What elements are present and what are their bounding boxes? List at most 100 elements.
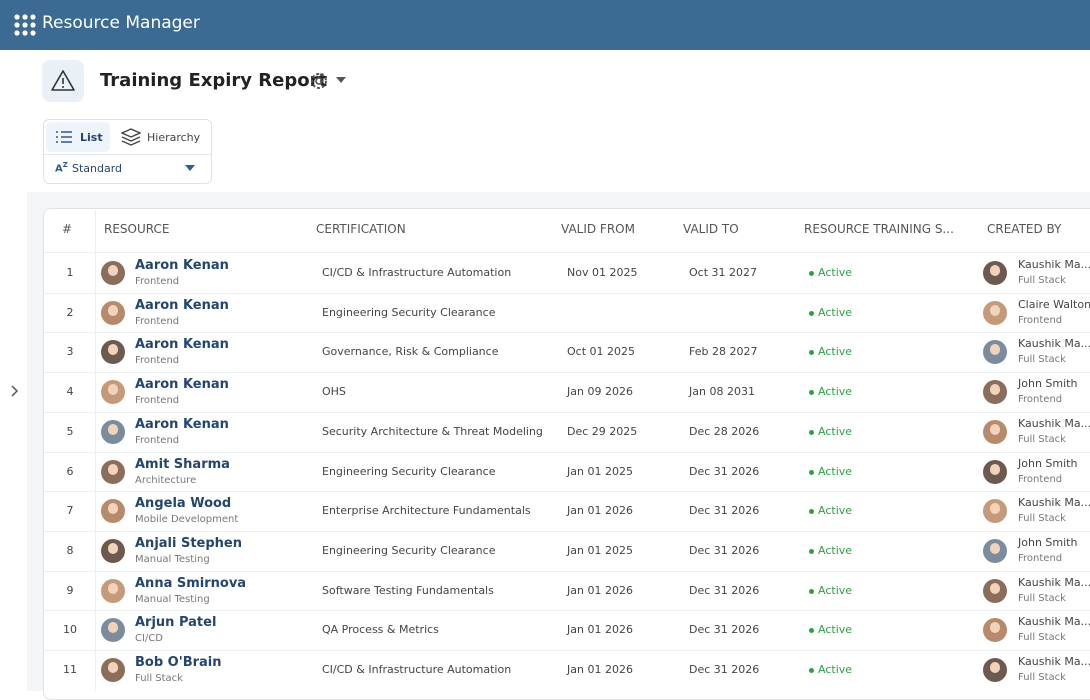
valid-from: Jan 01 2026 <box>567 504 633 518</box>
row-index: 8 <box>66 543 74 557</box>
resource-team: Full Stack <box>135 673 183 684</box>
resource-team: Architecture <box>135 474 197 486</box>
resource-name[interactable]: Aaron Kenan <box>135 337 229 353</box>
avatar <box>101 340 125 365</box>
avatar <box>101 499 125 524</box>
resource-name[interactable]: Bob O'Brain <box>135 655 222 670</box>
resource-name[interactable]: Aaron Kenan <box>135 297 229 313</box>
avatar <box>101 261 125 285</box>
report-title: Training Expiry Report <box>100 70 328 91</box>
tab-hierarchy[interactable]: Hierarchy <box>147 131 201 144</box>
resource-name[interactable]: Anjali Stephen <box>135 535 243 551</box>
avatar-face <box>108 344 118 356</box>
settings-menu[interactable] <box>308 70 350 92</box>
valid-to: Dec 31 2026 <box>689 583 760 597</box>
certification: CI/CD & Infrastructure Automation <box>322 663 512 676</box>
row-index: 1 <box>66 266 74 279</box>
resource-name[interactable]: Angela Wood <box>135 496 232 512</box>
avatar <box>983 340 1007 365</box>
avatar-face <box>990 503 1000 515</box>
sort-select[interactable]: Standard <box>72 162 123 175</box>
column-header[interactable]: CERTIFICATION <box>316 222 406 236</box>
avatar-face <box>108 503 118 515</box>
status: Active <box>818 305 853 319</box>
avatar <box>101 419 125 444</box>
expand-sidebar[interactable] <box>10 385 20 397</box>
avatar <box>983 380 1007 405</box>
created-by: Kaushik Ma... <box>1018 655 1090 668</box>
column-header[interactable]: VALID TO <box>683 222 739 236</box>
created-by-team: Full Stack <box>1018 275 1066 286</box>
avatar-face <box>990 265 1000 276</box>
status-dot <box>809 390 814 396</box>
resource-team: Frontend <box>135 395 180 407</box>
status: Active <box>818 543 853 557</box>
created-by: Kaushik Ma... <box>1018 258 1090 271</box>
avatar-face <box>990 463 1000 475</box>
sort-icon: AZ <box>55 161 68 175</box>
resource-name[interactable]: Aaron Kenan <box>135 377 229 393</box>
resource-name[interactable]: Amit Sharma <box>135 456 230 472</box>
app-title: Resource Manager <box>42 13 200 33</box>
avatar-face <box>990 622 1000 634</box>
row-divider <box>44 451 1090 453</box>
apps-icon[interactable] <box>14 14 36 36</box>
resource-team: Frontend <box>135 355 180 367</box>
avatar <box>101 300 125 325</box>
valid-from: Oct 01 2025 <box>567 345 636 359</box>
status: Active <box>818 623 853 637</box>
row-index: 9 <box>66 583 74 597</box>
resource-team: Frontend <box>135 434 180 446</box>
column-header[interactable]: CREATED BY <box>987 222 1062 236</box>
avatar-face <box>108 463 118 475</box>
valid-from: Jan 01 2026 <box>567 583 633 597</box>
avatar-face <box>108 265 118 276</box>
status: Active <box>818 504 853 518</box>
avatar <box>983 618 1007 643</box>
divider <box>44 154 211 155</box>
sort-caret <box>185 165 195 171</box>
avatar <box>983 658 1007 682</box>
valid-to: Dec 31 2026 <box>689 623 760 637</box>
view-toggle: List Hierarchy AZ Standard <box>43 119 212 184</box>
status-dot <box>809 668 814 673</box>
column-header[interactable]: RESOURCE <box>104 222 170 236</box>
row-divider <box>44 491 1090 493</box>
resource-name[interactable]: Aaron Kenan <box>135 416 229 432</box>
valid-to: Dec 28 2026 <box>689 424 760 438</box>
created-by-team: Full Stack <box>1018 632 1066 644</box>
certification: QA Process & Metrics <box>322 623 439 637</box>
created-by: Kaushik Ma... <box>1018 496 1090 510</box>
avatar <box>101 380 125 405</box>
avatar-face <box>108 662 118 673</box>
tab-list[interactable]: List <box>80 131 103 144</box>
resource-name[interactable]: Arjun Patel <box>135 615 217 631</box>
certification: Engineering Security Clearance <box>322 543 496 557</box>
avatar <box>101 618 125 643</box>
created-by-team: Full Stack <box>1018 433 1066 445</box>
avatar <box>101 459 125 484</box>
avatar-face <box>108 423 118 435</box>
valid-to: Dec 31 2026 <box>689 504 760 518</box>
row-index: 5 <box>66 424 74 438</box>
certification: Engineering Security Clearance <box>322 464 496 478</box>
certification: Security Architecture & Threat Modeling <box>322 424 543 438</box>
resource-team: Manual Testing <box>135 593 210 605</box>
status-dot <box>809 509 814 515</box>
avatar <box>983 499 1007 524</box>
status: Active <box>818 663 853 676</box>
column-header[interactable]: RESOURCE TRAINING S... <box>804 222 954 236</box>
created-by: Claire Walton <box>1018 297 1090 311</box>
column-header[interactable]: VALID FROM <box>561 222 635 236</box>
status-dot <box>809 628 814 634</box>
resource-name[interactable]: Anna Smirnova <box>135 575 247 591</box>
resource-team: Frontend <box>135 315 180 327</box>
hierarchy-icon <box>121 128 141 146</box>
row-divider <box>44 372 1090 374</box>
valid-to: Dec 31 2026 <box>689 663 760 676</box>
status-dot <box>809 469 814 475</box>
resource-name[interactable]: Aaron Kenan <box>135 258 229 273</box>
resource-team: Frontend <box>135 276 180 287</box>
valid-from: Dec 29 2025 <box>567 424 638 438</box>
